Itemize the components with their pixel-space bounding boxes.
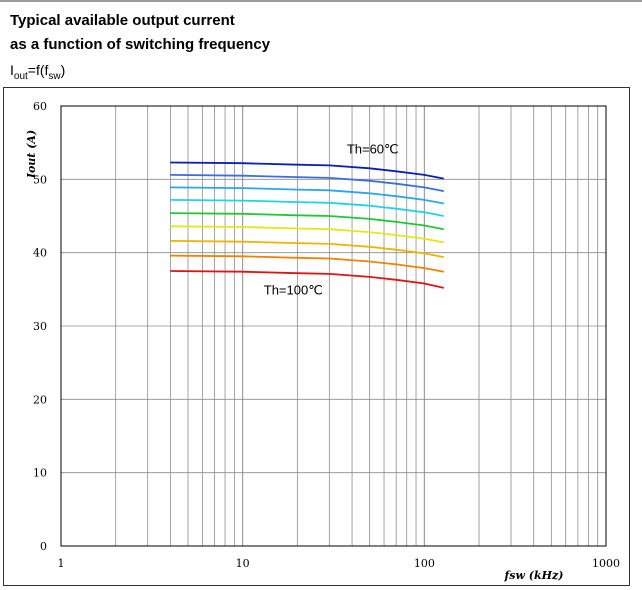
x-tick-label: 100 (414, 557, 435, 570)
x-tick-label: 10 (236, 557, 250, 570)
annotation-label-1: Th=60℃ (347, 142, 399, 157)
chart-formula: Iout=f(fsw) (10, 62, 65, 82)
formula-out-sub: out (13, 70, 28, 82)
y-tick-label: 40 (33, 247, 47, 260)
chart-frame (3, 87, 630, 586)
x-tick-label: 1000 (592, 557, 620, 570)
series-line-4 (170, 199, 444, 217)
chart-title-line2: as a function of switching frequency (10, 36, 271, 53)
series-line-1 (170, 161, 444, 180)
series-line-8 (170, 254, 444, 273)
formula-i: I (10, 62, 14, 78)
formula-sw-sub: sw (48, 70, 61, 82)
y-tick-label: 10 (33, 467, 47, 480)
series-line-5 (170, 212, 444, 231)
y-axis-label: Iout (A) (25, 130, 38, 179)
series-line-2 (170, 174, 444, 192)
formula-eq: =f(f (27, 62, 49, 78)
series-line-7 (170, 240, 444, 258)
chart-title-line1: Typical available output current (10, 12, 235, 29)
plot-area (60, 105, 607, 547)
formula-close: ) (60, 62, 66, 78)
series-line-6 (170, 225, 444, 244)
y-tick-label: 30 (33, 320, 47, 333)
y-tick-label: 20 (33, 393, 47, 406)
y-tick-label: 60 (33, 100, 47, 113)
series-line-9 (170, 270, 444, 289)
annotation-label-2: Th=100℃ (264, 282, 323, 297)
y-tick-label: 50 (33, 173, 47, 186)
y-tick-label: 0 (40, 540, 47, 553)
x-axis-label: fsw (kHz) (504, 569, 564, 582)
top-divider (0, 0, 642, 2)
x-tick-label: 1 (58, 557, 65, 570)
series-line-3 (170, 186, 444, 205)
